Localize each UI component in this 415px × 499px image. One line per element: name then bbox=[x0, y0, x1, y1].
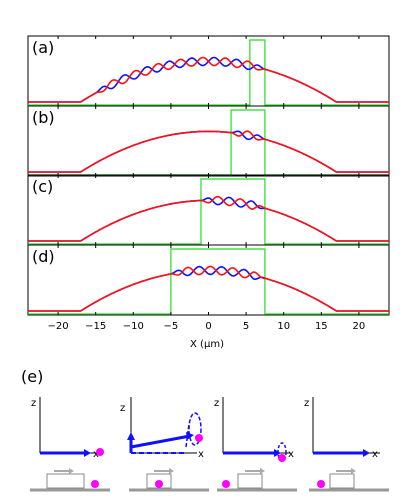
z-letter-2: z bbox=[120, 403, 125, 414]
magenta-dot-3 bbox=[278, 454, 286, 462]
vector-diagram-2: z x bbox=[120, 397, 209, 492]
magenta-dot-bottom-3 bbox=[222, 480, 230, 488]
x-tick-label: −5 bbox=[164, 321, 179, 332]
x-tick-labels: −20 −15 −10 −5 0 5 10 15 20 bbox=[48, 321, 366, 332]
panel-frame bbox=[27, 105, 390, 177]
z-letter-4: z bbox=[304, 398, 309, 409]
panel-label: (a) bbox=[32, 38, 54, 57]
density-curve-blue bbox=[28, 130, 389, 173]
x-tick-label: 20 bbox=[353, 321, 366, 332]
spin-vector-2 bbox=[130, 434, 191, 449]
panel-1: (a) bbox=[27, 35, 390, 107]
x-letter-4: x bbox=[372, 449, 378, 460]
magenta-dot-bottom-4 bbox=[317, 480, 325, 488]
potential-window bbox=[28, 248, 389, 315]
density-curve-blue bbox=[28, 265, 389, 312]
panels-group: (a) (b) (c) (d) bbox=[27, 35, 390, 316]
density-curve-red bbox=[28, 56, 389, 103]
x-letter-2: x bbox=[198, 449, 204, 460]
panel-label-e: (e) bbox=[21, 367, 43, 386]
magenta-dot-bottom-1 bbox=[91, 480, 99, 488]
x-tick-label: −10 bbox=[123, 321, 144, 332]
z-letter-1: z bbox=[31, 398, 36, 409]
panel-label: (d) bbox=[32, 247, 55, 266]
precession-ellipse-2 bbox=[188, 412, 202, 446]
magenta-dot-bottom-2 bbox=[155, 480, 163, 488]
magenta-dot-2 bbox=[195, 434, 203, 442]
panel-frame bbox=[27, 35, 390, 107]
x-tick-label: 10 bbox=[277, 321, 290, 332]
vector-diagram-4: z x bbox=[304, 397, 389, 492]
panel-2: (b) bbox=[27, 105, 390, 177]
magenta-dot-1 bbox=[96, 448, 104, 456]
panel-3: (c) bbox=[27, 174, 390, 246]
potential-window bbox=[28, 109, 389, 176]
arrowhead-1 bbox=[84, 449, 91, 457]
panel-4: (d) bbox=[27, 244, 390, 316]
x-letter-3: x bbox=[288, 449, 294, 460]
x-letter-1: x bbox=[93, 449, 99, 460]
arrowhead-4 bbox=[363, 449, 370, 457]
density-curve-blue bbox=[28, 196, 389, 242]
density-curve-blue bbox=[28, 56, 389, 103]
motion-arrowhead-4 bbox=[351, 468, 356, 474]
panel-label: (b) bbox=[32, 108, 55, 127]
z-arrowhead-2 bbox=[127, 432, 135, 440]
panel-frame bbox=[27, 174, 390, 246]
motion-arrowhead-2 bbox=[169, 468, 174, 474]
box-4 bbox=[329, 473, 355, 489]
z-letter-3: z bbox=[214, 398, 219, 409]
density-curve-red bbox=[28, 195, 389, 242]
box-1 bbox=[46, 473, 85, 489]
x-tick-label: 0 bbox=[205, 321, 211, 332]
x-tick-label: −15 bbox=[85, 321, 106, 332]
density-curve-red bbox=[28, 130, 389, 173]
vector-diagram-3: z x bbox=[214, 397, 297, 492]
x-tick-label: 15 bbox=[315, 321, 328, 332]
x-axis-label: X (μm) bbox=[190, 339, 224, 350]
box-3 bbox=[237, 473, 263, 489]
x-tick-label: 5 bbox=[243, 321, 249, 332]
potential-window bbox=[28, 39, 389, 106]
motion-arrowhead-3 bbox=[260, 468, 265, 474]
panel-label: (c) bbox=[32, 177, 53, 196]
potential-window bbox=[28, 178, 389, 245]
panel-frame bbox=[27, 244, 390, 316]
x-tick-label: −20 bbox=[48, 321, 69, 332]
vector-diagram-1: z x bbox=[30, 397, 110, 492]
density-curve-red bbox=[28, 265, 389, 312]
motion-arrowhead-1 bbox=[69, 468, 74, 474]
